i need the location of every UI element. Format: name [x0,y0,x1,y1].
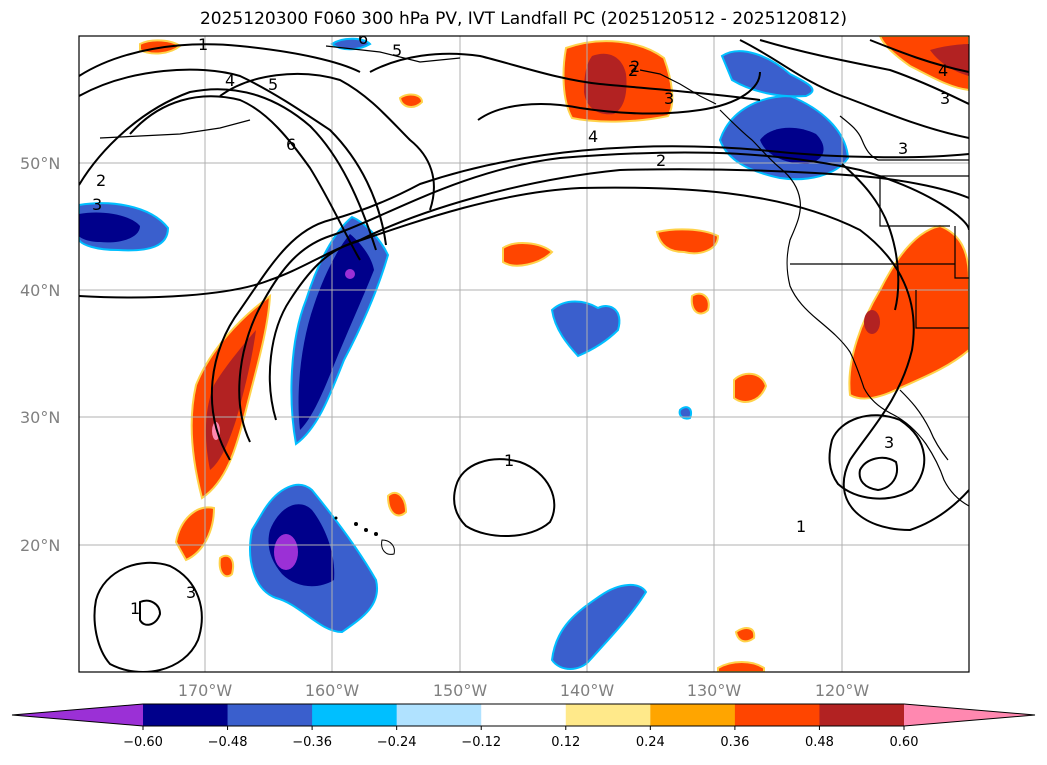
colorbar-tick-label: 0.12 [551,735,580,750]
contour-label-group: 1 4 5 6 2 3 5 6 4 2 3 3 4 3 2 3 1 1 3 1 … [92,29,950,618]
colorbar-tick-label: 0.60 [890,735,919,750]
colorbar-segment [143,704,229,726]
contour-label: 5 [268,75,278,94]
contour-label: 4 [225,71,235,90]
colorbar-segment [734,704,820,726]
contour-label: 3 [92,195,102,214]
lat-label-50n: 50°N [20,154,60,173]
contour-label: 1 [198,35,208,54]
colorbar-tick-label: −0.24 [377,735,417,750]
contour-label: 3 [940,89,950,108]
lon-label-170w: 170°W [178,681,233,700]
contour-label: 1 [796,517,806,536]
lat-label-40n: 40°N [20,281,60,300]
colorbar-extend-low [12,704,143,726]
contour-label: 2 [630,57,640,76]
map-frame [78,35,970,673]
contour-label: 6 [358,29,368,48]
colorbar-tick-label: 0.24 [636,735,665,750]
lon-label-150w: 150°W [433,681,488,700]
contour-label: 2 [628,61,638,80]
lat-label-30n: 30°N [20,408,60,427]
colorbar-segment [819,704,905,726]
lat-label-20n: 20°N [20,536,60,555]
colorbar-segment [312,704,398,726]
contour-label: 5 [392,41,402,60]
colorbar-tick-label: −0.36 [292,735,332,750]
contour-label: 4 [588,127,598,146]
colorbar-segment [650,704,736,726]
lon-label-130w: 130°W [687,681,742,700]
colorbar-tick-label: −0.60 [123,735,163,750]
contour-label: 4 [938,61,948,80]
contour-label: 1 [504,451,514,470]
colorbar-segment [227,704,313,726]
map-title: 2025120300 F060 300 hPa PV, IVT Landfall… [199,9,847,29]
colorbar-extend-high [904,704,1035,726]
contour-label: 3 [884,433,894,452]
contour-label: 3 [664,89,674,108]
contour-label: 2 [96,171,106,190]
lon-label-140w: 140°W [560,681,615,700]
colorbar-segment [565,704,651,726]
contour-label: 6 [286,135,296,154]
colorbar-segment [396,704,482,726]
colorbar-tick-label: 0.48 [805,735,834,750]
lon-label-120w: 120°W [815,681,870,700]
pv-contours [79,39,969,672]
hawaii-islands [334,516,395,555]
colorbar: −0.60 −0.48 −0.36 −0.24 −0.12 0.12 0.24 0.36 0.4… [11,703,1036,750]
colorbar-tick-label: 0.36 [720,735,749,750]
colorbar-tick-label: −0.48 [208,735,248,750]
contour-label: 1 [130,599,140,618]
coastlines [99,45,969,507]
colorbar-segment [481,704,567,726]
contour-label: 3 [898,139,908,158]
lon-label-160w: 160°W [305,681,360,700]
contour-label: 2 [656,151,666,170]
colorbar-tick-label: −0.12 [461,735,501,750]
contour-label: 3 [186,583,196,602]
